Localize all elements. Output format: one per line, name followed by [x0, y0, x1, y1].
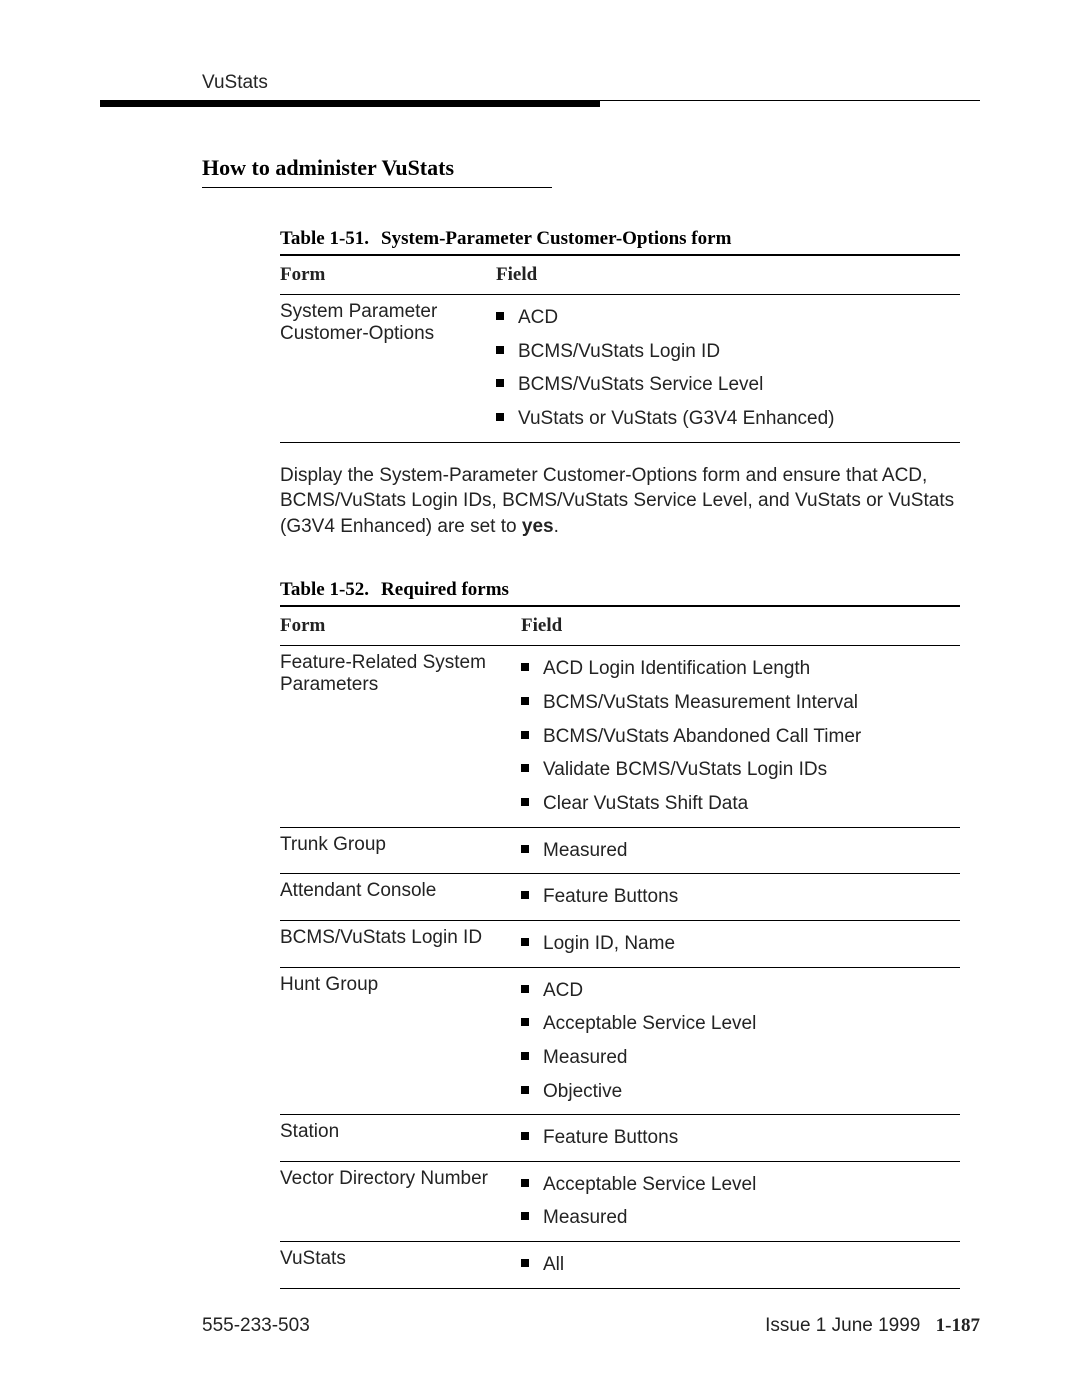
list-item: ACD: [521, 974, 954, 1008]
field-list: Feature Buttons: [521, 880, 954, 914]
section-heading: How to administer VuStats: [202, 155, 454, 185]
table-caption: Table 1-52. Required forms: [280, 579, 960, 601]
table: Form Field System Parameter Customer-Opt…: [280, 254, 960, 443]
list-item: All: [521, 1248, 954, 1282]
table-row: Vector Directory Number Acceptable Servi…: [280, 1161, 960, 1241]
list-item: BCMS/VuStats Abandoned Call Timer: [521, 720, 954, 754]
footer-right: Issue 1 June 1999 1-187: [765, 1315, 980, 1337]
table-1-52: Table 1-52. Required forms Form Field Fea…: [280, 579, 960, 1288]
para-text-bold: yes: [522, 516, 554, 537]
col-header-field: Field: [521, 606, 960, 646]
form-cell: Trunk Group: [280, 827, 521, 874]
field-list: Login ID, Name: [521, 927, 954, 961]
col-header-form: Form: [280, 255, 496, 295]
running-header: VuStats: [202, 72, 980, 94]
field-cell: Login ID, Name: [521, 920, 960, 967]
table-caption: Table 1-51. System-Parameter Customer-Opt…: [280, 228, 960, 250]
list-item: Measured: [521, 834, 954, 868]
footer: 555-233-503 Issue 1 June 1999 1-187: [100, 1315, 980, 1337]
list-item: Objective: [521, 1075, 954, 1109]
footer-issue: Issue 1 June 1999: [765, 1315, 920, 1336]
footer-doc-number: 555-233-503: [202, 1315, 310, 1337]
list-item: VuStats or VuStats (G3V4 Enhanced): [496, 402, 954, 436]
field-list: ACD BCMS/VuStats Login ID BCMS/VuStats S…: [496, 301, 954, 436]
table-caption-title: Required forms: [381, 579, 509, 600]
field-cell: Acceptable Service Level Measured: [521, 1161, 960, 1241]
form-cell: VuStats: [280, 1242, 521, 1289]
field-cell: ACD Login Identification Length BCMS/VuS…: [521, 646, 960, 827]
field-cell: ACD BCMS/VuStats Login ID BCMS/VuStats S…: [496, 295, 960, 443]
form-cell: Attendant Console: [280, 874, 521, 921]
table-row: System Parameter Customer-Options ACD BC…: [280, 295, 960, 443]
list-item: Validate BCMS/VuStats Login IDs: [521, 753, 954, 787]
para-text-pre: Display the System-Parameter Customer-Op…: [280, 465, 954, 537]
list-item: Feature Buttons: [521, 1121, 954, 1155]
table-row: Trunk Group Measured: [280, 827, 960, 874]
field-list: All: [521, 1248, 954, 1282]
table-caption-number: Table 1-52.: [280, 579, 369, 600]
list-item: BCMS/VuStats Login ID: [496, 335, 954, 369]
field-list: Measured: [521, 834, 954, 868]
col-header-form: Form: [280, 606, 521, 646]
table-row: Hunt Group ACD Acceptable Service Level …: [280, 967, 960, 1115]
table-row: BCMS/VuStats Login ID Login ID, Name: [280, 920, 960, 967]
table-row: Station Feature Buttons: [280, 1115, 960, 1162]
list-item: Login ID, Name: [521, 927, 954, 961]
field-list: ACD Login Identification Length BCMS/VuS…: [521, 652, 954, 820]
field-cell: Measured: [521, 827, 960, 874]
footer-page-number: 1-187: [936, 1315, 980, 1336]
col-header-field: Field: [496, 255, 960, 295]
list-item: ACD: [496, 301, 954, 335]
list-item: Feature Buttons: [521, 880, 954, 914]
table: Form Field Feature-Related System Parame…: [280, 605, 960, 1288]
list-item: ACD Login Identification Length: [521, 652, 954, 686]
table-header-row: Form Field: [280, 606, 960, 646]
field-list: Feature Buttons: [521, 1121, 954, 1155]
table-header-row: Form Field: [280, 255, 960, 295]
form-cell: BCMS/VuStats Login ID: [280, 920, 521, 967]
table-caption-title: System-Parameter Customer-Options form: [381, 228, 731, 249]
list-item: BCMS/VuStats Measurement Interval: [521, 686, 954, 720]
field-cell: Feature Buttons: [521, 874, 960, 921]
table-1-51: Table 1-51. System-Parameter Customer-Opt…: [280, 228, 960, 443]
field-cell: ACD Acceptable Service Level Measured Ob…: [521, 967, 960, 1115]
field-cell: All: [521, 1242, 960, 1289]
table-row: VuStats All: [280, 1242, 960, 1289]
field-list: ACD Acceptable Service Level Measured Ob…: [521, 974, 954, 1109]
para-text-post: .: [554, 516, 559, 537]
list-item: Acceptable Service Level: [521, 1007, 954, 1041]
list-item: Acceptable Service Level: [521, 1168, 954, 1202]
table-row: Attendant Console Feature Buttons: [280, 874, 960, 921]
list-item: Clear VuStats Shift Data: [521, 787, 954, 821]
form-cell: Feature-Related System Parameters: [280, 646, 521, 827]
list-item: Measured: [521, 1201, 954, 1235]
page: VuStats How to administer VuStats Table …: [0, 0, 1080, 1397]
list-item: Measured: [521, 1041, 954, 1075]
form-cell: System Parameter Customer-Options: [280, 295, 496, 443]
table-caption-number: Table 1-51.: [280, 228, 369, 249]
form-cell: Vector Directory Number: [280, 1161, 521, 1241]
field-list: Acceptable Service Level Measured: [521, 1168, 954, 1235]
field-cell: Feature Buttons: [521, 1115, 960, 1162]
form-cell: Station: [280, 1115, 521, 1162]
table-row: Feature-Related System Parameters ACD Lo…: [280, 646, 960, 827]
heading-underline: [202, 187, 552, 188]
form-cell: Hunt Group: [280, 967, 521, 1115]
list-item: BCMS/VuStats Service Level: [496, 368, 954, 402]
paragraph: Display the System-Parameter Customer-Op…: [280, 463, 960, 540]
section-heading-wrap: How to administer VuStats: [100, 107, 980, 188]
